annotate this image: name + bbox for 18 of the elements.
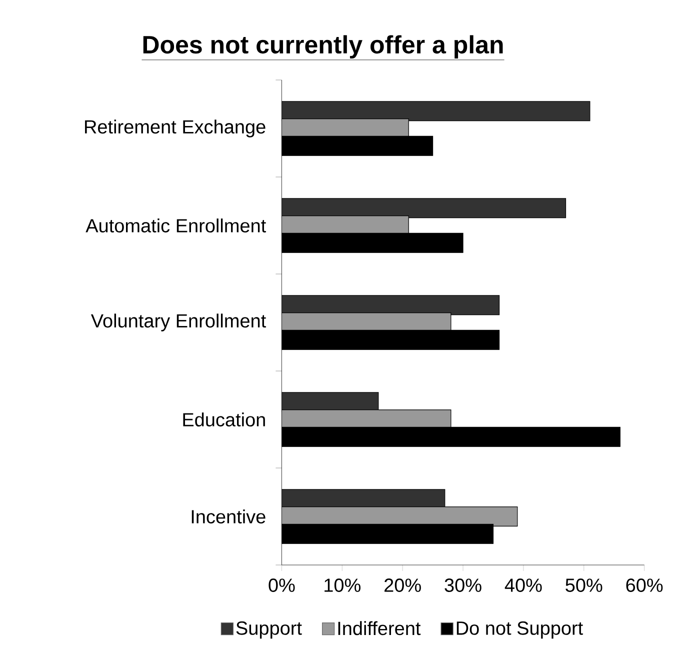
x-tick-label: 50%	[566, 578, 602, 592]
y-tick-label: Retirement Exchange	[85, 120, 266, 138]
x-tick-label: 0%	[268, 578, 295, 592]
legend-label: Do not Support	[456, 621, 583, 639]
x-tick-label: 60%	[626, 578, 663, 592]
y-tick-label: Education	[183, 412, 265, 426]
chart-title: Does not currently offer a plan	[143, 35, 503, 58]
x-tick-label: 30%	[444, 578, 482, 592]
x-tick-label: 10%	[324, 578, 360, 592]
y-tick-label: Voluntary Enrollment	[90, 314, 266, 332]
bar	[282, 101, 590, 122]
y-tick-label: Incentive	[192, 510, 266, 524]
legend-label: Indifferent	[338, 621, 421, 636]
legend-label: Support	[236, 621, 302, 639]
x-tick-label: 40%	[504, 578, 542, 592]
y-tick-label: Automatic Enrollment	[86, 218, 266, 232]
bar	[282, 198, 566, 218]
x-tick-label: 20%	[384, 578, 421, 592]
